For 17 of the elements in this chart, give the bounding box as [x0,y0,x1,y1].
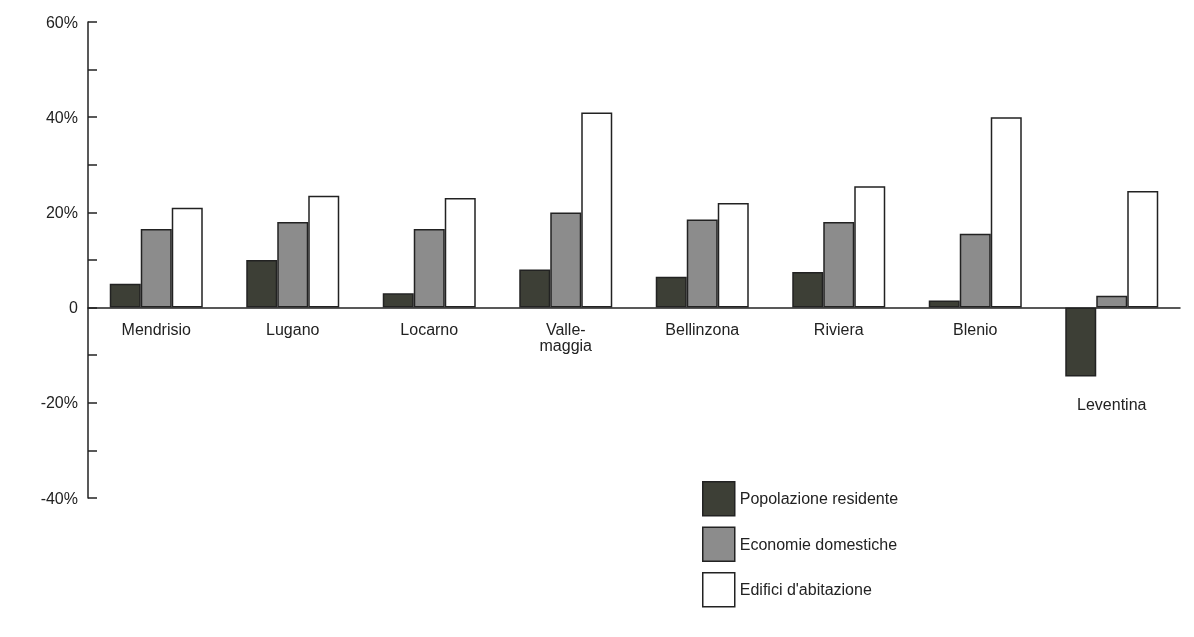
y-tick-label: 20% [45,203,78,221]
x-tick-label: Mendrisio [121,321,192,339]
y-tick-label: -40% [40,489,78,507]
x-tick-label: Bellinzona [665,321,740,339]
y-tick-label: 60% [45,13,78,31]
x-tick-label: Locarno [400,321,459,339]
legend-label: Popolazione residente [739,490,899,508]
legend-label: Edifici d'abitazione [739,581,872,599]
x-tick-label: Lugano [266,321,320,339]
y-tick-label: 40% [45,108,78,126]
x-tick-label: Riviera [813,321,864,339]
y-tick-label: -20% [40,394,78,412]
x-tick-label: Valle-maggia [539,321,593,355]
x-tick-label: Blenio [953,321,998,339]
y-tick-label: 0 [69,299,79,317]
x-tick-label: Leventina [1077,396,1147,414]
legend-label: Economie domestiche [739,535,898,553]
